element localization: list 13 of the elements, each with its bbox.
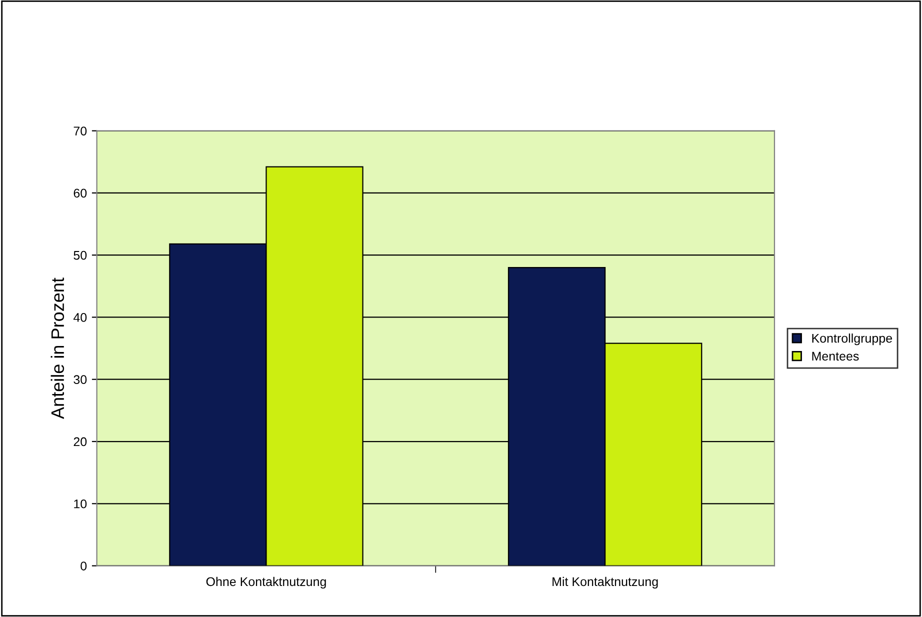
y-tick-label: 60	[74, 188, 87, 198]
x-tick-label: Ohne Kontaktnutzung	[206, 576, 326, 589]
y-tick-label: 30	[74, 375, 87, 384]
x-tick-label: Mit Kontaktnutzung	[552, 576, 658, 589]
y-axis-title: Anteile in Prozent	[50, 278, 64, 420]
y-tick-label: 40	[73, 313, 87, 322]
legend-label: Kontrollgruppe	[812, 334, 892, 346]
y-tick-label: 70	[74, 126, 87, 136]
y-tick-label: 10	[74, 499, 87, 508]
y-tick-label: 0	[80, 562, 87, 570]
legend-label: Mentees	[812, 352, 859, 361]
y-tick-label: 50	[74, 250, 87, 260]
y-tick-label: 20	[74, 437, 87, 446]
